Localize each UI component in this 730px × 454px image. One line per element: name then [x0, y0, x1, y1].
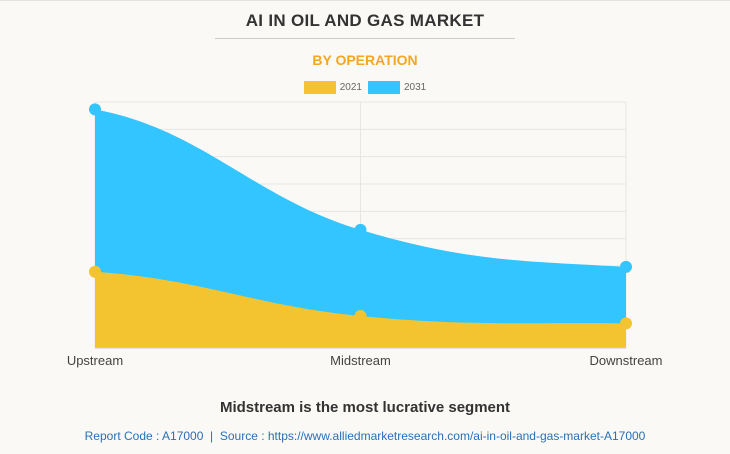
legend-label-2021: 2021 [339, 82, 362, 93]
chart-headline: Midstream is the most lucrative segment [219, 399, 511, 416]
x-tick-label: Upstream [67, 353, 123, 368]
chart-subtitle: BY OPERATION [312, 52, 418, 68]
data-point-2021-midstream [354, 310, 367, 323]
legend-swatch-2031 [368, 81, 400, 94]
legend-swatch-2021 [303, 81, 336, 94]
x-tick-label: Midstream [330, 353, 391, 368]
data-point-2031-midstream [354, 223, 367, 236]
data-point-2021-upstream [89, 265, 101, 278]
area-2031 [95, 109, 626, 348]
chart-title: AI IN OIL AND GAS MARKET [245, 11, 485, 30]
source-line[interactable]: Report Code : A17000 | Source : https://… [84, 429, 646, 443]
title-divider [215, 38, 515, 39]
legend-item-2031[interactable]: 2031 [368, 81, 426, 94]
data-point-2021-downstream [620, 317, 632, 330]
x-tick-label: Downstream [590, 353, 663, 368]
legend: 2021 2031 [0, 81, 730, 94]
area-2021 [95, 271, 626, 348]
data-point-2031-downstream [620, 260, 632, 273]
legend-item-2021[interactable]: 2021 [303, 81, 362, 94]
data-point-2031-upstream [89, 103, 101, 116]
legend-label-2031: 2031 [404, 82, 427, 93]
